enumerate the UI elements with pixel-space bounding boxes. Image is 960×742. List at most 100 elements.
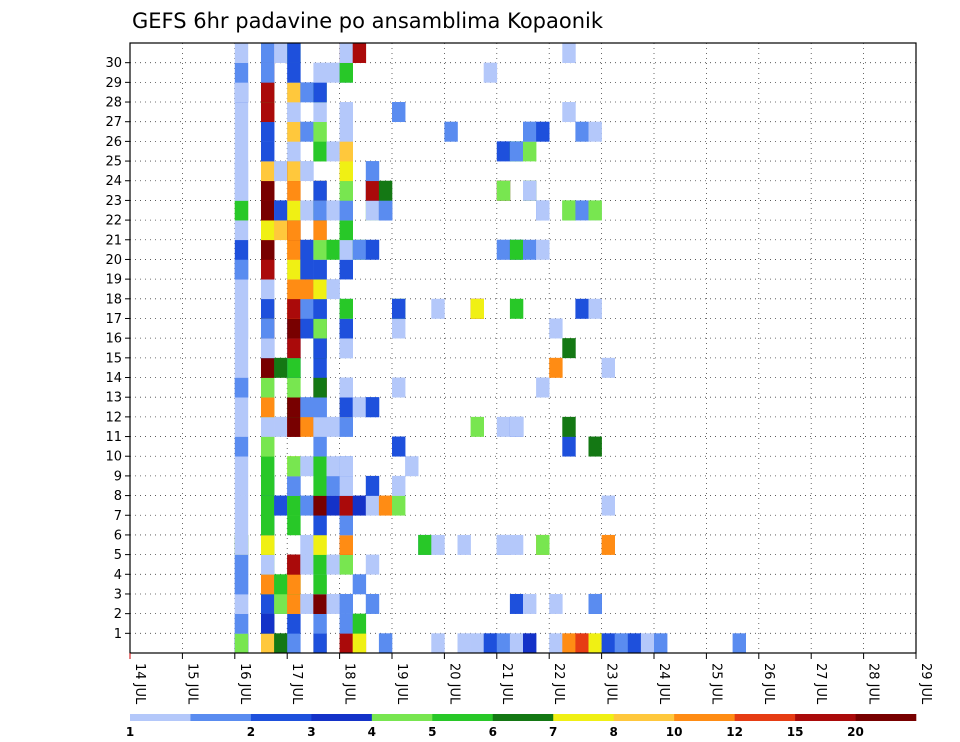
heatmap-cell (523, 180, 537, 201)
heatmap-cell (234, 161, 249, 182)
colorbar-label: 20 (847, 725, 864, 739)
heatmap-cell (575, 200, 589, 221)
heatmap-cell (339, 200, 353, 221)
y-tick-label: 10 (105, 450, 122, 465)
heatmap-cell (496, 534, 511, 555)
heatmap-cell (261, 593, 275, 614)
heatmap-cell (234, 397, 249, 418)
colorbar-swatch (734, 714, 796, 721)
colorbar-label: 2 (247, 725, 255, 739)
heatmap-cell (313, 397, 327, 418)
heatmap-cell (575, 633, 589, 654)
heatmap-cell (392, 436, 406, 457)
y-tick-label: 7 (114, 509, 122, 524)
heatmap-cell (287, 515, 301, 536)
colorbar-label: 15 (787, 725, 804, 739)
heatmap-cell (523, 239, 537, 260)
heatmap-cell (378, 633, 393, 654)
heatmap-cell (287, 220, 301, 241)
colorbar-label: 4 (368, 725, 376, 739)
heatmap-cell (313, 436, 327, 457)
heatmap-cell (313, 593, 327, 614)
heatmap-cell (313, 220, 327, 241)
heatmap-cell (261, 338, 275, 359)
x-tick-label: 28 JUL (866, 663, 881, 705)
heatmap-cell (378, 180, 393, 201)
heatmap-cell (261, 141, 275, 162)
heatmap-cell (339, 554, 353, 575)
heatmap-cell (234, 338, 249, 359)
x-axis-ticks: 14 JUL 15 JUL 16 JUL 17 JUL 18 JUL 19 JUL 20 J… (129, 653, 933, 705)
y-tick-label: 1 (114, 627, 122, 642)
heatmap-cell (326, 279, 340, 300)
heatmap-cell (365, 161, 380, 182)
heatmap-cell (287, 397, 301, 418)
heatmap-cell (300, 456, 314, 477)
heatmap-cell (274, 220, 288, 241)
heatmap-cell (339, 102, 353, 123)
heatmap-cell (326, 554, 340, 575)
heatmap-cell (549, 357, 563, 378)
colorbar-label: 8 (610, 725, 618, 739)
heatmap-cell (287, 613, 301, 634)
heatmap-cell (313, 574, 327, 595)
heatmap-cell (496, 416, 511, 437)
heatmap-cell (523, 121, 537, 142)
heatmap-cell (300, 259, 314, 280)
heatmap-cell (732, 633, 746, 654)
heatmap-cell (261, 318, 275, 339)
heatmap-cell (588, 200, 602, 221)
heatmap-cell (287, 495, 301, 516)
heatmap-cell (261, 416, 275, 437)
heatmap-cell (300, 416, 314, 437)
heatmap-cell (300, 554, 314, 575)
heatmap-cell (234, 102, 249, 123)
heatmap-cell (339, 161, 353, 182)
heatmap-cell (457, 534, 471, 555)
heatmap-cell (339, 259, 353, 280)
heatmap-cell (274, 574, 288, 595)
heatmap-cell (549, 318, 563, 339)
heatmap-cell (339, 43, 353, 63)
heatmap-cell (274, 357, 288, 378)
heatmap-cell (261, 475, 275, 496)
heatmap-cell (339, 121, 353, 142)
heatmap-cell (234, 121, 249, 142)
heatmap-cell (313, 259, 327, 280)
heatmap-cell (234, 82, 249, 103)
heatmap-cell (601, 534, 615, 555)
y-tick-label: 17 (105, 312, 122, 327)
heatmap-cell (536, 534, 550, 555)
heatmap-cell (261, 574, 275, 595)
heatmap-cell (339, 377, 353, 398)
heatmap-cell (444, 121, 458, 142)
y-tick-label: 8 (114, 489, 122, 504)
heatmap-cell (274, 416, 288, 437)
heatmap-cell (287, 141, 301, 162)
heatmap-cells (234, 43, 746, 654)
heatmap-cell (287, 318, 301, 339)
heatmap-cell (287, 574, 301, 595)
heatmap-cell (431, 534, 445, 555)
heatmap-cell (418, 534, 432, 555)
heatmap-cell (300, 161, 314, 182)
colorbar-swatch (553, 714, 614, 721)
heatmap-cell (300, 200, 314, 221)
x-tick-label: 26 JUL (761, 663, 776, 705)
heatmap-cell (287, 239, 301, 260)
heatmap-cell (339, 220, 353, 241)
x-tick-label: 20 JUL (446, 663, 461, 705)
heatmap-cell (261, 180, 275, 201)
heatmap-cell (261, 633, 275, 654)
heatmap-cell (234, 318, 249, 339)
heatmap-cell (365, 397, 380, 418)
heatmap-cell (234, 475, 249, 496)
heatmap-cell (365, 554, 380, 575)
heatmap-cell (287, 416, 301, 437)
heatmap-cell (261, 613, 275, 634)
heatmap-cell (326, 495, 340, 516)
heatmap-cell (326, 475, 340, 496)
heatmap-cell (601, 633, 615, 654)
heatmap-cell (261, 495, 275, 516)
heatmap-cell (287, 357, 301, 378)
